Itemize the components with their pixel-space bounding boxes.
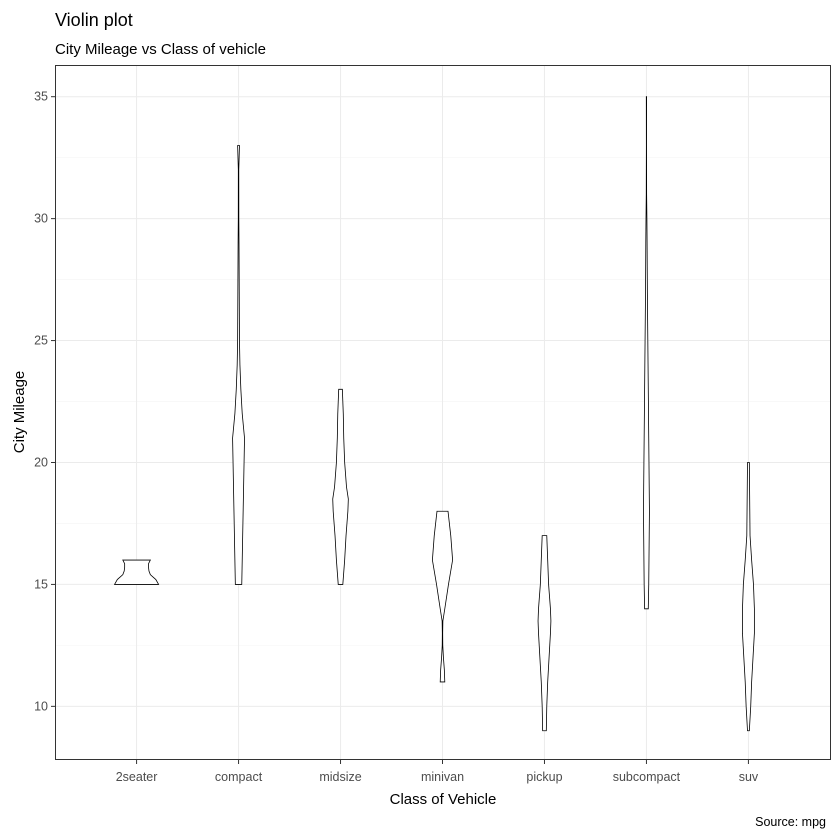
x-tick-label-compact: compact [215, 770, 263, 784]
chart-caption: Source: mpg [755, 815, 826, 829]
x-tick-label-subcompact: subcompact [613, 770, 681, 784]
violin-2seater [113, 559, 160, 585]
violin-compact [232, 145, 245, 585]
x-tick-label-suv: suv [739, 770, 759, 784]
x-tick-label-minivan: minivan [421, 770, 464, 784]
violin-midsize [332, 388, 349, 585]
y-tick-label: 35 [34, 90, 48, 104]
violin-subcompact [643, 96, 650, 610]
y-tick-label: 20 [34, 455, 48, 469]
violin-layer [113, 96, 755, 732]
y-tick-label: 30 [34, 212, 48, 226]
chart-subtitle: City Mileage vs Class of vehicle [55, 41, 266, 58]
y-tick-label: 10 [34, 699, 48, 713]
x-tick-label-pickup: pickup [526, 770, 562, 784]
violin-minivan [431, 510, 454, 683]
y-axis-title: City Mileage [11, 371, 28, 454]
x-axis-title: Class of Vehicle [390, 791, 497, 808]
violin-pickup [537, 535, 552, 732]
x-tick-label-midsize: midsize [319, 770, 361, 784]
violin-suv [742, 462, 755, 732]
y-axis: 10 15 20 25 30 35 [34, 90, 55, 713]
panel-border [55, 65, 831, 760]
y-tick-label: 15 [34, 577, 48, 591]
x-axis: 2seater compact midsize minivan pickup subcom… [116, 760, 759, 784]
x-tick-label-2seater: 2seater [116, 770, 158, 784]
chart-title: Violin plot [55, 10, 133, 30]
y-tick-label: 25 [34, 334, 48, 348]
